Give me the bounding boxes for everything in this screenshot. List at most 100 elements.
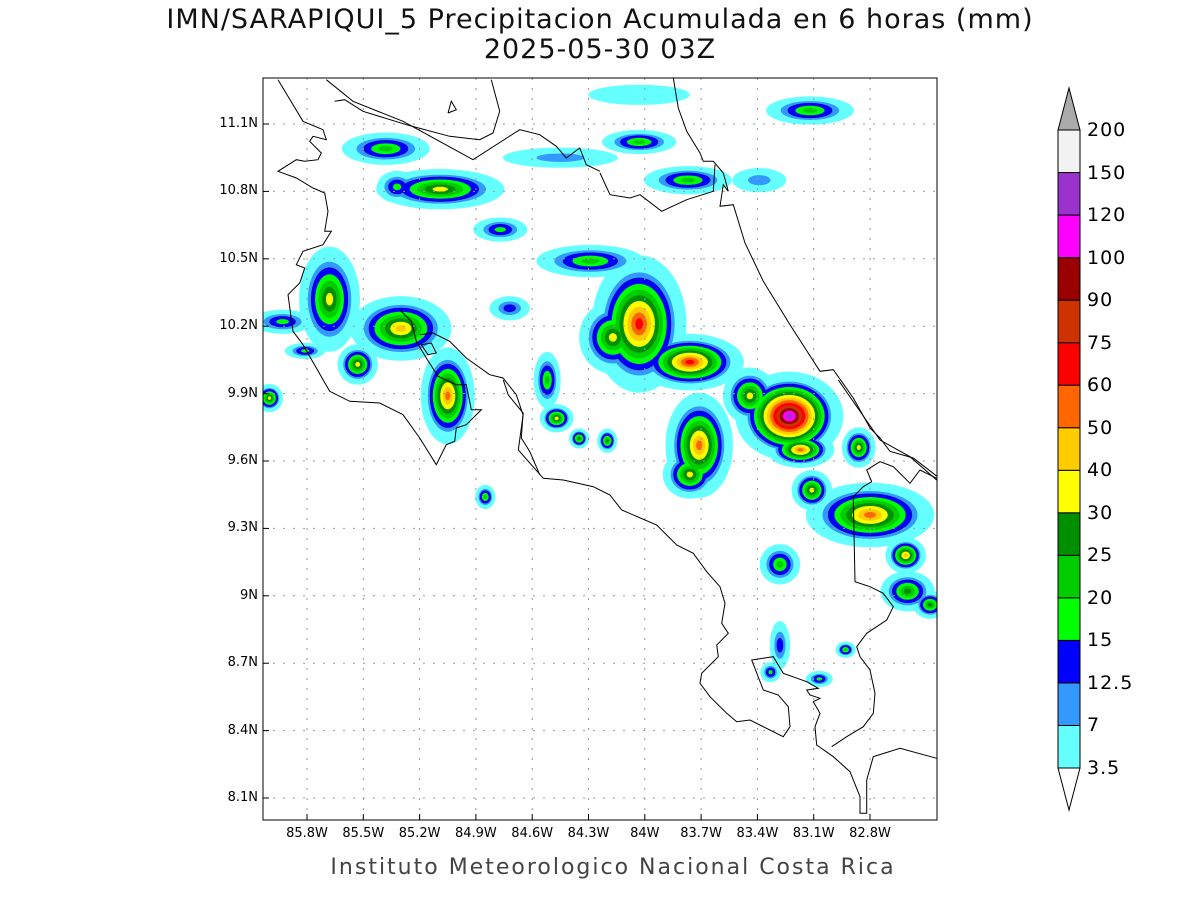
precip-contour-20 xyxy=(483,494,487,499)
precip-contour-12.5 xyxy=(503,304,516,313)
colorbar-label: 50 xyxy=(1087,416,1114,439)
precip-contour-30 xyxy=(267,396,272,400)
precip-contour-30 xyxy=(856,445,861,450)
lat-tick-label: 10.2N xyxy=(219,318,258,334)
map-frame xyxy=(262,77,938,821)
lon-tick-label: 83.1W xyxy=(792,826,835,841)
lon-tick-label: 82.8W xyxy=(849,826,891,841)
precip-contour-30 xyxy=(809,487,815,493)
precip-contour-7 xyxy=(536,153,585,162)
gulf-of-nicoya-coast xyxy=(419,332,541,475)
precip-contour-20 xyxy=(581,258,600,264)
precip-contour-30 xyxy=(554,416,559,421)
lon-tick-label: 84.6W xyxy=(511,826,554,841)
lat-lon-grid xyxy=(263,78,937,820)
colorbar-box-150 xyxy=(1057,129,1081,174)
colorbar-label: 3.5 xyxy=(1087,757,1121,779)
nicaragua-border-east xyxy=(599,164,716,212)
map-valid-time: 2025-05-30 03Z xyxy=(483,34,717,65)
coastlines-borders xyxy=(276,78,937,814)
colorbar-label: 12.5 xyxy=(1087,671,1134,694)
precip-contour-15 xyxy=(768,670,773,675)
lat-tick-label: 9.6N xyxy=(227,453,258,468)
lat-tick-label: 11.1N xyxy=(219,116,258,131)
lat-tick-label: 9N xyxy=(240,587,258,603)
bocas-coastline xyxy=(837,379,937,481)
lat-tick-label: 8.4N xyxy=(227,722,258,738)
precip-contour-25 xyxy=(927,602,933,607)
precip-contour-30 xyxy=(432,186,448,192)
precipitation-field xyxy=(263,84,937,688)
lat-tick-label: 8.7N xyxy=(227,655,258,671)
precip-contour-20 xyxy=(632,139,646,144)
precip-contour-7 xyxy=(748,175,771,186)
colorbar-label: 25 xyxy=(1087,544,1114,567)
precip-contour-15 xyxy=(392,183,402,191)
colorbar-label: 20 xyxy=(1087,586,1114,609)
colorbar-label: 30 xyxy=(1087,501,1114,524)
precip-contour-50 xyxy=(445,391,451,401)
colorbar-label: 150 xyxy=(1087,161,1127,184)
colorbar-label: 120 xyxy=(1087,204,1127,227)
precip-contour-30 xyxy=(686,471,694,478)
lon-tick-label: 85.8W xyxy=(286,826,328,841)
precip-contour-40 xyxy=(395,325,407,332)
map-title: IMN/SARAPIQUI_5 Precipitacion Acumulada … xyxy=(166,4,1034,35)
lake-nicaragua-shore xyxy=(334,79,501,141)
colorbar-label: 40 xyxy=(1087,459,1114,482)
lat-tick-label: 8.1N xyxy=(227,790,258,805)
precip-contour-20 xyxy=(680,177,696,183)
lake-island xyxy=(447,100,458,114)
precip-contour-20 xyxy=(776,560,784,568)
colorbar-label: 7 xyxy=(1087,714,1101,737)
lon-tick-label: 83.7W xyxy=(680,826,722,841)
precip-contour-120 xyxy=(786,413,793,419)
precip-contour-50 xyxy=(797,448,804,452)
colorbar-label: 15 xyxy=(1087,629,1114,652)
precip-contour-50 xyxy=(864,511,876,518)
precip-contour-20 xyxy=(544,375,550,385)
precip-contour-50 xyxy=(696,440,703,451)
precip-contour-3.5 xyxy=(588,84,690,105)
precip-contour-30 xyxy=(746,392,754,400)
lat-tick-label: 10.5N xyxy=(219,250,258,266)
precip-contour-60 xyxy=(635,318,644,330)
colorbar-label: 75 xyxy=(1087,331,1114,354)
lat-tick-label: 9.3N xyxy=(227,520,258,536)
lon-tick-label: 85.5W xyxy=(342,826,385,841)
precip-contour-15 xyxy=(494,227,506,233)
precip-contour-60 xyxy=(685,359,695,365)
precip-contour-25 xyxy=(903,588,912,595)
island-chira xyxy=(420,342,438,356)
colorbar-label: 200 xyxy=(1087,119,1127,141)
lon-tick-label: 84W xyxy=(630,826,660,841)
pacific-coastline-south xyxy=(502,379,937,814)
panama-border-and-coast xyxy=(831,461,937,748)
precip-contour-15 xyxy=(276,319,289,325)
lon-tick-label: 83.4W xyxy=(736,826,779,841)
lon-tick-label: 84.9W xyxy=(454,826,497,841)
colorbar-label: 60 xyxy=(1087,374,1114,397)
lon-tick-label: 84.3W xyxy=(567,826,610,841)
colorbar xyxy=(1057,86,1081,812)
lon-tick-label: 85.2W xyxy=(398,826,441,841)
precip-contour-12.5 xyxy=(776,637,784,653)
pacific-coastline xyxy=(276,79,483,466)
lat-tick-label: 9.9N xyxy=(227,385,258,401)
nicaragua-border xyxy=(325,79,601,172)
precip-contour-20 xyxy=(378,146,394,152)
precip-contour-30 xyxy=(608,333,617,342)
precip-contour-20 xyxy=(843,648,848,652)
colorbar-label: 100 xyxy=(1087,246,1127,269)
precip-contour-40 xyxy=(903,553,908,558)
precip-contour-30 xyxy=(325,292,334,306)
lat-tick-label: 10.8N xyxy=(219,183,258,199)
colorbar-label: 90 xyxy=(1087,289,1114,312)
precip-contour-30 xyxy=(355,361,361,367)
footer-credit: Instituto Meteorologico Nacional Costa R… xyxy=(330,855,896,880)
precip-contour-25 xyxy=(605,439,609,443)
precip-contour-25 xyxy=(577,437,581,440)
precip-contour-15 xyxy=(816,677,823,681)
